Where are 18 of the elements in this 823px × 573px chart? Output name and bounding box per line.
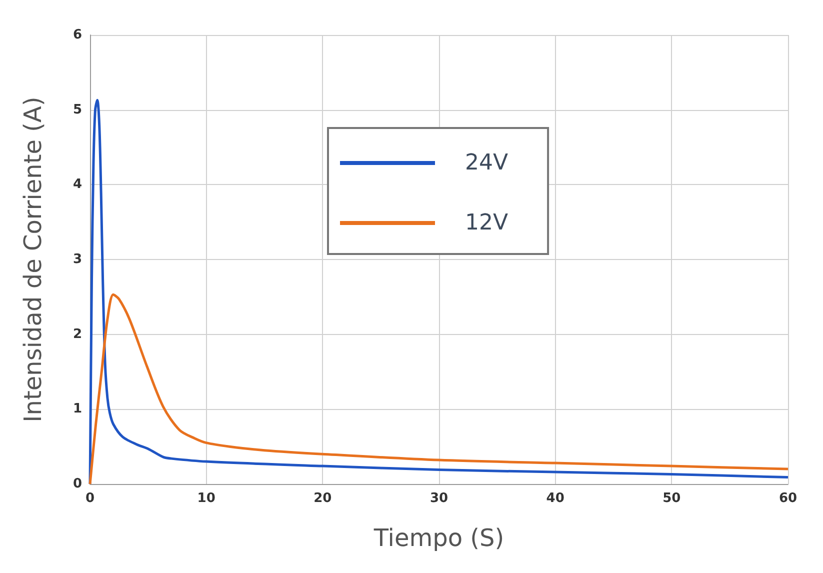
x-tick-label: 20 [314,491,332,506]
y-tick-label: 2 [72,326,82,342]
x-tick-label: 60 [778,491,798,506]
y-tick-label: 3 [72,252,82,267]
y-axis-title: Intensidad de Corriente (A) [19,96,47,422]
x-axis-title: Tiempo (S) [372,524,504,552]
x-tick-label: 0 [85,491,95,506]
legend-label: 12V [465,210,508,236]
x-tick-label: 10 [197,491,216,506]
x-tick-label: 40 [546,491,564,506]
y-tick-label: 6 [72,28,82,42]
x-tick-label: 50 [662,491,681,506]
y-tick-label: 0 [72,476,82,492]
y-tick-label: 1 [72,402,82,417]
legend-label: 24V [465,150,508,176]
y-tick-label: 4 [72,177,82,192]
y-tick-label: 5 [72,102,82,118]
x-tick-label: 30 [430,491,448,506]
